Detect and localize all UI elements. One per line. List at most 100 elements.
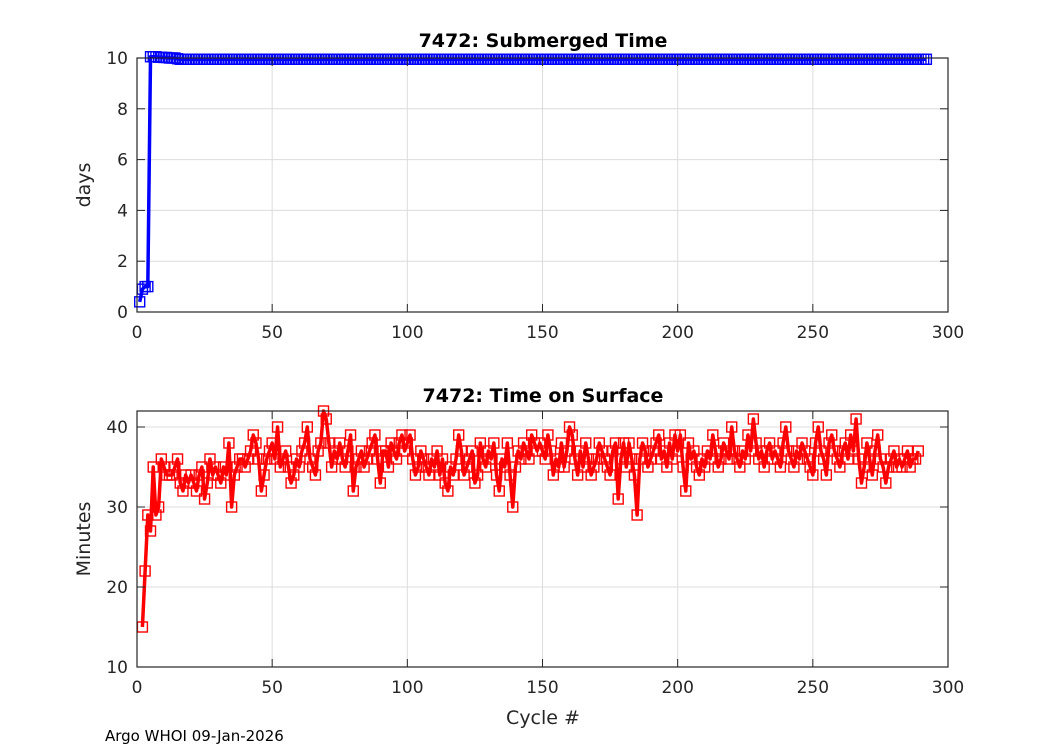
top-y-tick-label: 2 xyxy=(117,252,128,272)
bottom-data-point-marker xyxy=(363,445,376,457)
bottom-data-point-marker xyxy=(769,445,781,457)
bottom-data-point-marker xyxy=(152,501,165,513)
bottom-data-point-marker xyxy=(604,469,616,481)
top-chart-title: 7472: Submerged Time xyxy=(419,30,668,52)
bottom-x-tick-label: 100 xyxy=(391,678,423,698)
bottom-data-point-marker xyxy=(780,421,792,433)
bottom-data-point-marker xyxy=(677,461,689,473)
bottom-data-point-marker xyxy=(520,445,532,457)
bottom-data-point-marker xyxy=(452,429,465,441)
bottom-data-point-marker xyxy=(517,437,530,449)
bottom-data-point-marker xyxy=(285,477,297,489)
bottom-data-point-marker xyxy=(801,453,814,465)
bottom-data-point-marker xyxy=(266,437,278,449)
bottom-data-point-marker xyxy=(274,461,286,473)
bottom-data-point-marker xyxy=(296,445,308,457)
bottom-data-point-marker xyxy=(307,461,319,473)
bottom-data-point-marker xyxy=(463,453,476,465)
bottom-x-tick-label: 0 xyxy=(132,678,143,698)
bottom-data-point-marker xyxy=(812,421,824,433)
bottom-data-point-marker xyxy=(609,437,622,449)
bottom-data-point-marker xyxy=(350,461,362,473)
bottom-data-point-marker xyxy=(471,469,484,481)
bottom-data-point-marker xyxy=(728,445,741,457)
bottom-data-point-marker xyxy=(220,469,232,481)
bottom-data-point-marker xyxy=(358,461,370,473)
bottom-data-point-marker xyxy=(561,445,573,457)
footer-text: Argo WHOI 09-Jan-2026 xyxy=(105,727,284,745)
bottom-data-point-marker xyxy=(701,445,714,457)
bottom-data-point-marker xyxy=(401,437,414,449)
bottom-data-point-marker xyxy=(534,437,546,449)
bottom-data-point-marker xyxy=(261,453,273,465)
bottom-data-point-marker xyxy=(474,437,487,449)
bottom-data-point-marker xyxy=(415,445,427,457)
bottom-data-point-marker xyxy=(485,453,497,465)
bottom-data-point-marker xyxy=(439,477,451,489)
bottom-data-point-marker xyxy=(361,453,373,465)
bottom-data-point-marker xyxy=(442,485,454,497)
bottom-data-point-marker xyxy=(190,485,203,497)
top-y-tick-label: 4 xyxy=(117,201,128,221)
bottom-data-point-marker xyxy=(409,469,422,481)
bottom-data-point-marker xyxy=(242,453,254,465)
bottom-data-point-marker xyxy=(815,445,827,457)
bottom-data-point-marker xyxy=(674,429,687,441)
bottom-data-point-marker xyxy=(436,453,449,465)
bottom-data-point-marker xyxy=(320,413,332,425)
bottom-data-point-marker xyxy=(458,469,470,481)
bottom-data-point-marker xyxy=(193,469,205,481)
bottom-data-point-marker xyxy=(309,469,322,481)
bottom-series-line xyxy=(140,409,920,628)
bottom-data-point-marker xyxy=(398,445,411,457)
bottom-data-point-marker xyxy=(758,461,770,473)
bottom-data-point-marker xyxy=(315,437,327,449)
bottom-data-point-marker xyxy=(861,437,873,449)
bottom-data-point-marker xyxy=(653,429,665,441)
bottom-data-point-marker xyxy=(404,429,416,441)
bottom-y-tick-label: 30 xyxy=(106,498,128,518)
bottom-data-point-marker xyxy=(239,461,251,473)
bottom-data-point-marker xyxy=(912,445,924,457)
bottom-data-point-marker xyxy=(909,453,922,465)
bottom-data-point-marker xyxy=(826,429,838,441)
bottom-data-point-marker xyxy=(501,437,514,449)
bottom-data-point-marker xyxy=(707,429,719,441)
bottom-data-point-marker xyxy=(279,445,292,457)
bottom-data-point-marker xyxy=(550,453,562,465)
bottom-data-point-marker xyxy=(455,445,468,457)
bottom-data-point-marker xyxy=(196,461,208,473)
bottom-data-point-marker xyxy=(596,445,608,457)
bottom-data-point-marker xyxy=(844,429,857,441)
bottom-y-axis-label: Minutes xyxy=(73,502,95,577)
bottom-data-point-marker xyxy=(166,469,178,481)
bottom-data-point-marker xyxy=(469,477,481,489)
bottom-data-point-marker xyxy=(631,509,643,521)
bottom-data-point-marker xyxy=(796,437,808,449)
bottom-data-point-marker xyxy=(247,429,259,441)
bottom-data-point-marker xyxy=(820,469,833,481)
bottom-data-point-marker xyxy=(580,437,592,449)
top-y-axis-label: days xyxy=(73,163,95,208)
bottom-data-point-marker xyxy=(585,469,597,481)
bottom-data-point-marker xyxy=(726,421,738,433)
bottom-data-point-marker xyxy=(642,461,654,473)
bottom-data-point-marker xyxy=(874,453,887,465)
bottom-data-point-marker xyxy=(169,461,181,473)
bottom-data-point-marker xyxy=(747,413,760,425)
bottom-data-point-marker xyxy=(250,437,262,449)
bottom-data-point-marker xyxy=(880,477,892,489)
bottom-data-point-marker xyxy=(566,429,578,441)
bottom-data-point-marker xyxy=(782,445,795,457)
top-data-point-marker xyxy=(142,280,154,293)
bottom-data-point-marker xyxy=(298,437,311,449)
bottom-data-point-marker xyxy=(688,445,700,457)
bottom-y-tick-label: 20 xyxy=(106,578,128,598)
top-data-point-marker xyxy=(920,53,933,65)
bottom-data-point-marker xyxy=(807,469,819,481)
bottom-data-point-marker xyxy=(563,421,576,433)
bottom-data-point-marker xyxy=(536,445,549,457)
top-x-tick-label: 150 xyxy=(526,323,558,343)
bottom-y-tick-label: 40 xyxy=(106,418,128,438)
